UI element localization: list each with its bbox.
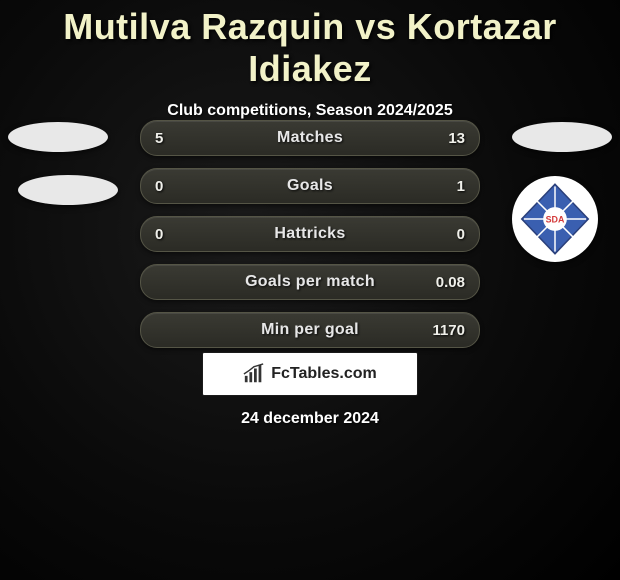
- generated-date: 24 december 2024: [241, 410, 379, 428]
- stat-label: Matches: [277, 129, 343, 147]
- stat-right-value: 1170: [432, 322, 465, 339]
- stat-row-goals-per-match: Goals per match 0.08: [140, 264, 480, 300]
- stat-label: Min per goal: [261, 321, 359, 339]
- svg-text:SDA: SDA: [546, 215, 565, 225]
- stats-container: 5 Matches 13 0 Goals 1 0 Hattricks 0 Goa…: [140, 120, 480, 360]
- stat-right-value: 0: [457, 226, 465, 243]
- stat-row-hattricks: 0 Hattricks 0: [140, 216, 480, 252]
- page-title: Mutilva Razquin vs Kortazar Idiakez: [0, 0, 620, 90]
- player-right-badge-1: [512, 122, 612, 152]
- stat-row-min-per-goal: Min per goal 1170: [140, 312, 480, 348]
- stat-label: Goals: [287, 177, 333, 195]
- stat-left-value: 5: [155, 130, 163, 147]
- footer-brand-label: FcTables.com: [271, 365, 377, 383]
- bar-chart-icon: [243, 363, 265, 385]
- player-left-badge-2: [18, 175, 118, 205]
- player-left-badge-1: [8, 122, 108, 152]
- stat-label: Hattricks: [274, 225, 345, 243]
- stat-row-goals: 0 Goals 1: [140, 168, 480, 204]
- stat-row-matches: 5 Matches 13: [140, 120, 480, 156]
- footer-brand-box[interactable]: FcTables.com: [202, 352, 418, 396]
- stat-label: Goals per match: [245, 273, 375, 291]
- stat-right-value: 1: [457, 178, 465, 195]
- stat-right-value: 13: [448, 130, 465, 147]
- club-logo-right: SDA: [512, 176, 598, 262]
- stat-left-value: 0: [155, 178, 163, 195]
- club-crest-icon: SDA: [518, 182, 592, 256]
- stat-right-value: 0.08: [436, 274, 465, 291]
- subtitle: Club competitions, Season 2024/2025: [0, 102, 620, 120]
- stat-left-value: 0: [155, 226, 163, 243]
